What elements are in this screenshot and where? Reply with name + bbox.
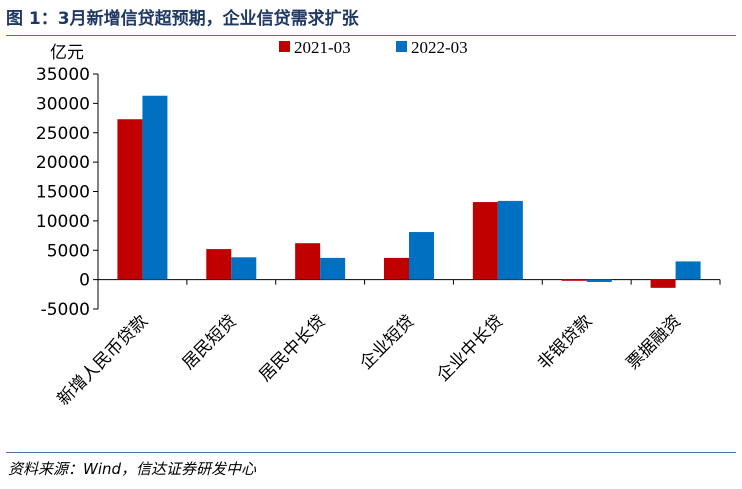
bar xyxy=(409,232,434,280)
bar xyxy=(295,243,321,280)
bar xyxy=(586,279,612,282)
x-tick-label: 居民短贷 xyxy=(179,311,241,373)
x-tick-label: 票据融资 xyxy=(623,311,685,373)
source-note: 资料来源：Wind，信达证券研发中心 xyxy=(8,460,257,478)
y-tick-label: 15000 xyxy=(36,183,90,203)
y-tick-label: 20000 xyxy=(36,153,90,173)
bar xyxy=(142,95,168,280)
title-divider xyxy=(6,35,736,36)
y-tick-label: -5000 xyxy=(41,300,90,320)
x-tick-label: 新增人民币贷款 xyxy=(54,311,152,409)
figure-title: 图 1：3月新增信贷超预期，企业信贷需求扩张 xyxy=(6,9,359,29)
legend-swatch xyxy=(279,41,290,52)
y-axis-title: 亿元 xyxy=(50,43,84,63)
bar xyxy=(117,119,143,280)
y-tick-label: 10000 xyxy=(36,212,90,232)
x-tick-label: 非银贷款 xyxy=(534,311,596,373)
x-tick-label: 企业短贷 xyxy=(356,311,418,373)
y-tick-label: 35000 xyxy=(36,65,90,85)
y-tick-label: 30000 xyxy=(36,94,90,114)
y-tick-label: 5000 xyxy=(47,241,90,261)
bar xyxy=(675,261,701,280)
x-tick-label: 企业中长贷 xyxy=(433,311,507,385)
footer-divider xyxy=(6,452,736,453)
legend-swatch xyxy=(396,41,407,52)
bar xyxy=(650,279,676,288)
bar xyxy=(561,279,587,281)
y-tick-label: 0 xyxy=(79,271,90,291)
x-tick-label: 居民中长贷 xyxy=(255,311,329,385)
bar xyxy=(497,200,523,280)
bar xyxy=(472,202,498,280)
legend-label: 2021-03 xyxy=(294,38,351,57)
bar xyxy=(206,249,232,280)
bar xyxy=(320,257,346,280)
legend-label: 2022-03 xyxy=(411,38,468,57)
y-tick-label: 25000 xyxy=(36,124,90,144)
bar xyxy=(231,257,257,280)
bar xyxy=(384,257,409,280)
